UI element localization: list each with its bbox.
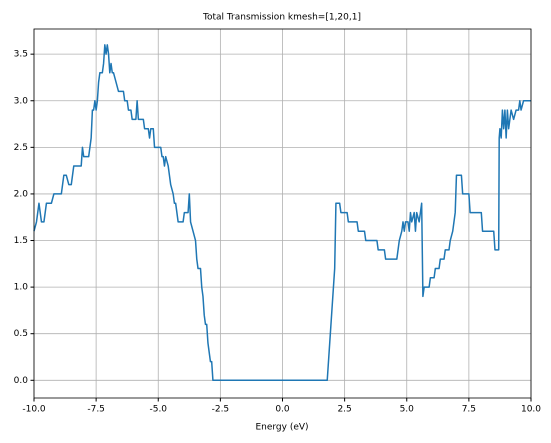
x-tick-label: -10.0 bbox=[22, 405, 46, 415]
y-tick-label: 2.5 bbox=[14, 143, 28, 153]
x-tick-label: 2.5 bbox=[337, 405, 351, 415]
y-tick-label: 3.5 bbox=[14, 50, 28, 60]
chart-title: Total Transmission kmesh=[1,20,1] bbox=[202, 13, 361, 23]
x-tick-label: 5.0 bbox=[400, 405, 415, 415]
x-tick-label: -2.5 bbox=[212, 405, 230, 415]
y-tick-label: 1.5 bbox=[14, 236, 28, 246]
y-tick-label: 0.5 bbox=[14, 329, 28, 339]
line bbox=[33, 44, 531, 382]
plot-frame bbox=[33, 28, 532, 399]
y-tick-label: 0.0 bbox=[14, 376, 29, 386]
x-tick-label: 0.0 bbox=[275, 405, 290, 415]
x-axis-label: Energy (eV) bbox=[255, 423, 308, 433]
x-tick-label: -5.0 bbox=[149, 405, 167, 415]
x-tick-label: 10.0 bbox=[521, 405, 541, 415]
y-tick-label: 1.0 bbox=[14, 283, 29, 293]
x-tick-label: 7.5 bbox=[462, 405, 476, 415]
y-tick-label: 3.0 bbox=[14, 96, 29, 106]
x-tick-label: -7.5 bbox=[87, 405, 105, 415]
y-tick-label: 2.0 bbox=[14, 189, 29, 199]
